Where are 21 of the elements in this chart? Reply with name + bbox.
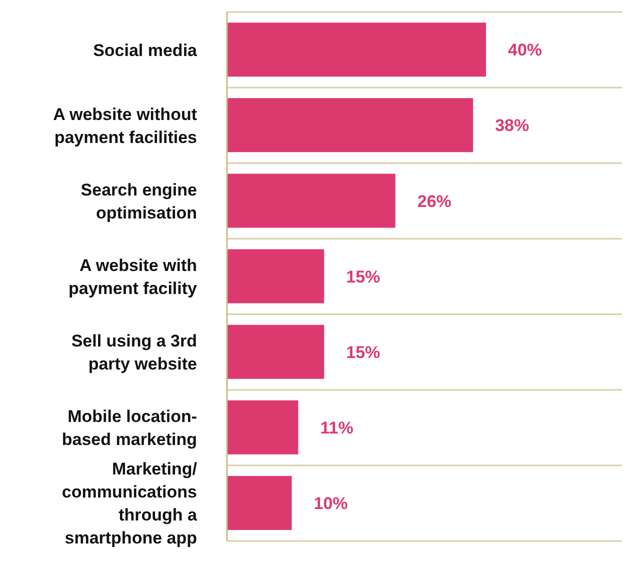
data-label: 26% <box>417 192 452 211</box>
data-label: 15% <box>346 342 380 362</box>
data-label: 38% <box>495 116 530 136</box>
bar <box>227 98 474 152</box>
y-tick-label: Mobile location-based marketing <box>62 406 197 449</box>
data-label: 40% <box>508 40 542 60</box>
y-tick-label: Sell using a 3rd party website <box>71 331 197 374</box>
bar <box>227 174 396 228</box>
bar <box>227 22 486 77</box>
data-label: 11% <box>320 418 354 438</box>
bar <box>227 400 298 454</box>
y-tick-label: A website with payment facility <box>68 256 198 298</box>
y-tick-label: Marketing/communications through a smartphone app <box>62 459 198 548</box>
y-tick-label: Search engine optimisation <box>80 180 197 222</box>
bar <box>227 476 292 530</box>
bar <box>227 324 324 379</box>
data-label: 10% <box>314 494 348 514</box>
data-label: 15% <box>346 267 380 286</box>
y-tick-label: A website without payment facilities <box>53 104 198 146</box>
bar <box>227 249 324 304</box>
y-tick-label: Social media <box>93 40 198 60</box>
